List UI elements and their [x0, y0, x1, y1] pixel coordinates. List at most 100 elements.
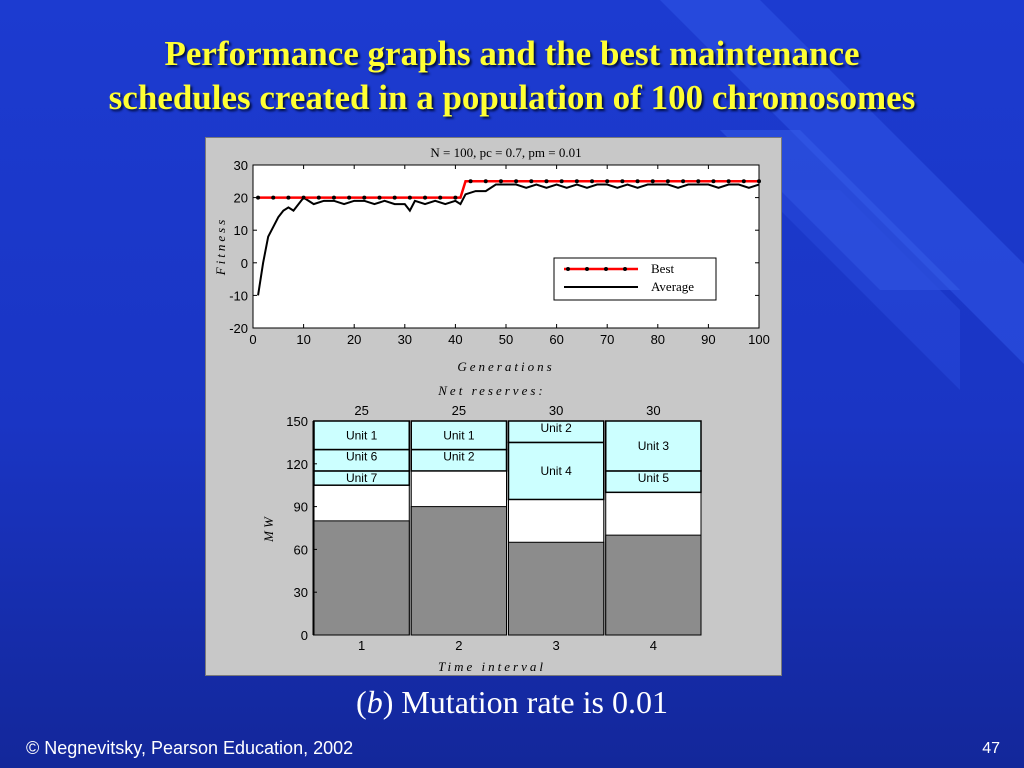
- x-tick-label: 0: [249, 332, 256, 347]
- best-marker: [650, 179, 655, 184]
- best-marker: [331, 195, 336, 200]
- best-marker: [711, 179, 716, 184]
- legend-best-label: Best: [651, 261, 675, 276]
- caption-text: ) Mutation rate is 0.01: [382, 684, 668, 720]
- x-tick-label: 50: [499, 332, 513, 347]
- best-marker: [271, 195, 276, 200]
- legend-best-marker: [585, 267, 589, 271]
- best-marker: [544, 179, 549, 184]
- y-tick-label: 120: [286, 457, 308, 472]
- best-marker: [559, 179, 564, 184]
- best-marker: [301, 195, 306, 200]
- schedule-chart: Unit 7 Unit 6 Unit 1 1 25 Unit 2 Unit 1 2 25 Unit…: [286, 403, 702, 653]
- best-marker: [423, 195, 428, 200]
- reserve-bar: [410, 506, 507, 636]
- best-marker: [514, 179, 519, 184]
- best-marker: [574, 179, 579, 184]
- copyright-footer: © Negnevitsky, Pearson Education, 2002: [26, 738, 354, 758]
- figure-caption: (b) Mutation rate is 0.01: [0, 684, 1024, 721]
- x-tick-label: 60: [549, 332, 563, 347]
- best-marker: [392, 195, 397, 200]
- unit-label: Unit 5: [638, 471, 670, 485]
- caption-letter: b: [366, 684, 383, 720]
- interval-label: 4: [650, 638, 657, 653]
- best-marker: [696, 179, 701, 184]
- reserve-bar: [605, 534, 702, 636]
- y-tick-label: -10: [229, 288, 248, 303]
- net-reserve-value: 25: [354, 403, 368, 418]
- best-marker: [483, 179, 488, 184]
- best-marker: [468, 179, 473, 184]
- interval-label: 3: [553, 638, 560, 653]
- legend-best-marker: [604, 267, 608, 271]
- best-marker: [726, 179, 731, 184]
- legend: Best Average: [553, 257, 717, 301]
- maintenance-unit-bar: [313, 420, 410, 451]
- net-reserve-value: 25: [452, 403, 466, 418]
- x-tick-label: 30: [398, 332, 412, 347]
- y-tick-label: 30: [294, 585, 308, 600]
- best-marker: [590, 179, 595, 184]
- x-tick-label: 70: [600, 332, 614, 347]
- unit-label: Unit 3: [638, 439, 670, 453]
- schedule-y-label: MW: [261, 514, 276, 543]
- x-tick-label: 90: [701, 332, 715, 347]
- interval-label: 1: [358, 638, 365, 653]
- best-marker: [741, 179, 746, 184]
- maintenance-unit-bar: [507, 441, 605, 501]
- fitness-chart-title: N = 100, pc = 0.7, pm = 0.01: [430, 145, 581, 160]
- unit-label: Unit 7: [346, 471, 378, 485]
- legend-box: [553, 257, 717, 301]
- best-marker: [665, 179, 670, 184]
- best-marker: [681, 179, 686, 184]
- best-marker: [438, 195, 443, 200]
- title-line-1: Performance graphs and the best maintena…: [164, 34, 860, 73]
- best-marker: [620, 179, 625, 184]
- legend-best-marker: [566, 267, 570, 271]
- caption-open-paren: (: [356, 684, 367, 720]
- unit-label: Unit 4: [540, 464, 572, 478]
- y-tick-label: 20: [234, 191, 248, 206]
- y-tick-label: 150: [286, 414, 308, 429]
- best-marker: [635, 179, 640, 184]
- unit-label: Unit 2: [540, 421, 572, 435]
- x-tick-label: 10: [296, 332, 310, 347]
- best-marker: [407, 195, 412, 200]
- best-marker: [498, 179, 503, 184]
- fitness-x-label: Generations: [457, 359, 554, 374]
- y-tick-label: 90: [294, 500, 308, 515]
- best-marker: [377, 195, 382, 200]
- legend-best-marker: [623, 267, 627, 271]
- unit-label: Unit 1: [346, 428, 378, 442]
- schedule-chart-title: Net reserves:: [437, 383, 545, 398]
- y-tick-label: 30: [234, 158, 248, 173]
- net-reserve-value: 30: [646, 403, 660, 418]
- legend-average-label: Average: [651, 279, 694, 294]
- y-tick-label: -20: [229, 321, 248, 336]
- unit-label: Unit 2: [443, 450, 475, 464]
- net-reserve-value: 30: [549, 403, 563, 418]
- best-marker: [347, 195, 352, 200]
- best-marker: [605, 179, 610, 184]
- best-marker: [529, 179, 534, 184]
- fitness-y-label: Fitness: [213, 217, 228, 277]
- best-marker: [362, 195, 367, 200]
- figure-panel: 0 10 20 30 40 50 60 70 80 90 100 30 20 10 0 -10 -20 N = …: [205, 137, 782, 676]
- fitness-plot-area: [252, 164, 760, 329]
- unit-label: Unit 1: [443, 428, 475, 442]
- y-tick-label: 60: [294, 542, 308, 557]
- interval-label: 2: [455, 638, 462, 653]
- schedule-x-label: Time interval: [438, 659, 546, 674]
- x-tick-label: 100: [748, 332, 770, 347]
- y-tick-label: 10: [234, 223, 248, 238]
- maintenance-unit-bar: [507, 420, 605, 444]
- maintenance-unit-bar: [410, 420, 508, 451]
- page-number: 47: [982, 740, 1000, 757]
- reserve-bar: [508, 541, 605, 636]
- best-marker: [256, 195, 261, 200]
- best-marker: [453, 195, 458, 200]
- x-tick-label: 40: [448, 332, 462, 347]
- slide-title: Performance graphs and the best maintena…: [0, 32, 1024, 120]
- reserve-bar: [313, 520, 410, 636]
